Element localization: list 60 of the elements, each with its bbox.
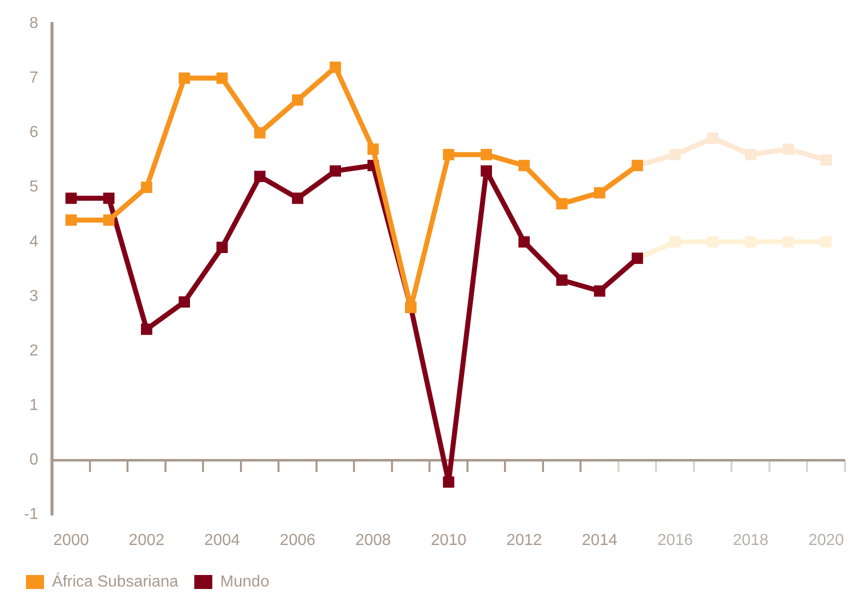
x-tick-label: 2006 xyxy=(280,532,316,549)
point xyxy=(140,324,152,335)
x-tick-label: 2012 xyxy=(506,532,542,549)
point xyxy=(669,236,681,248)
y-tick-label: 3 xyxy=(29,288,38,305)
point xyxy=(707,132,719,144)
point xyxy=(820,154,832,166)
x-tick-label: 2000 xyxy=(53,532,89,549)
point xyxy=(669,148,681,160)
x-tick-label: 2020 xyxy=(808,532,844,549)
y-tick-label: 8 xyxy=(29,15,38,32)
point xyxy=(744,236,756,248)
point xyxy=(594,187,606,198)
x-tick-label: 2004 xyxy=(204,532,240,549)
point xyxy=(254,127,266,138)
y-tick-label: -1 xyxy=(24,506,38,524)
point xyxy=(140,182,152,193)
point xyxy=(594,285,606,297)
point xyxy=(707,236,719,248)
point xyxy=(782,236,794,248)
point xyxy=(216,242,228,254)
y-tick-label: 6 xyxy=(29,124,38,142)
point xyxy=(556,274,568,286)
point xyxy=(103,192,115,204)
point xyxy=(442,148,454,160)
point xyxy=(330,165,342,177)
legend-label: África Subsariana xyxy=(52,572,178,590)
y-tick-label: 0 xyxy=(29,452,38,469)
point xyxy=(178,296,190,308)
point xyxy=(65,192,77,204)
x-tick-label: 2010 xyxy=(430,532,467,549)
point xyxy=(518,236,530,248)
x-tick-label: 2018 xyxy=(732,532,769,549)
point xyxy=(103,214,115,226)
point xyxy=(292,94,304,106)
point xyxy=(254,170,266,182)
legend-label: Mundo xyxy=(220,573,270,590)
point xyxy=(480,165,492,177)
point xyxy=(480,148,492,160)
point xyxy=(744,148,756,160)
point xyxy=(820,236,832,248)
point xyxy=(292,192,304,204)
point xyxy=(216,72,228,84)
point xyxy=(518,160,530,172)
point xyxy=(367,143,379,155)
point xyxy=(782,143,794,155)
x-tick-label: 2016 xyxy=(657,532,694,549)
x-tick-label: 2002 xyxy=(128,532,165,549)
x-tick-label: 2008 xyxy=(355,532,392,549)
y-tick-label: 5 xyxy=(29,178,38,196)
y-tick-label: 1 xyxy=(29,397,38,414)
point xyxy=(556,198,568,210)
point xyxy=(178,72,190,84)
y-tick-label: 4 xyxy=(29,233,38,250)
point xyxy=(330,62,342,73)
x-tick-label: 2014 xyxy=(582,532,618,549)
point xyxy=(442,476,454,488)
y-tick-label: 2 xyxy=(29,342,38,360)
point xyxy=(65,214,77,226)
y-tick-label: 7 xyxy=(29,70,38,87)
